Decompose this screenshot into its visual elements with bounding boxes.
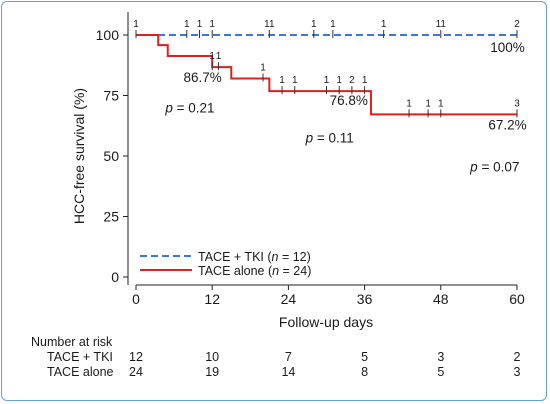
censor-count: 1	[438, 98, 444, 109]
survival-value: 76.8%	[330, 93, 368, 108]
censor-count: 1	[133, 19, 139, 30]
risk-count: 10	[205, 350, 220, 364]
y-tick-label: 0	[111, 269, 119, 285]
risk-count: 12	[129, 350, 143, 364]
survival-value: 100%	[490, 40, 525, 55]
censor-count: 1	[184, 19, 190, 30]
censor-count: 11	[436, 19, 447, 30]
p-symbol: p	[305, 131, 317, 146]
legend-label-2: TACE alone (n = 24)	[198, 264, 311, 278]
y-tick-label: 50	[103, 148, 119, 164]
censor-count: 1	[209, 51, 215, 62]
censor-count: 1	[279, 75, 285, 86]
legend: TACE + TKI (n = 12)TACE alone (n = 24)	[140, 250, 311, 278]
survival-value: 86.7%	[184, 70, 222, 85]
risk-count: 14	[281, 365, 296, 379]
legend-text-part: TACE + TKI (	[198, 250, 272, 264]
annotations: 100%86.7%76.8%67.2%p = 0.21p = 0.11p = 0…	[164, 40, 526, 175]
legend-text-part: TACE alone (	[198, 264, 273, 278]
series-line-2	[136, 34, 517, 116]
p-value: p = 0.11	[305, 131, 354, 146]
legend-label-1: TACE + TKI (n = 12)	[198, 250, 311, 264]
y-tick-label: 25	[103, 209, 119, 225]
censor-count: 1	[311, 19, 317, 30]
risk-count: 3	[437, 350, 445, 364]
x-tick-label: 0	[132, 291, 140, 307]
censor-count: 1	[324, 75, 330, 86]
censor-count: 11	[264, 19, 275, 30]
y-tick-label: 75	[103, 88, 119, 104]
p-symbol: p	[164, 100, 176, 115]
risk-row-label: TACE + TKI	[47, 350, 113, 364]
censor-count: 3	[514, 98, 520, 109]
y-axis-label: HCC-free survival (%)	[71, 88, 87, 224]
risk-count: 24	[129, 365, 143, 379]
censor-count: 1	[362, 75, 368, 86]
risk-table-title: Number at risk	[31, 335, 113, 349]
legend-text-part: n	[272, 250, 279, 264]
y-tick-label: 100	[96, 27, 120, 43]
x-tick-label: 48	[433, 291, 449, 307]
survival-value: 67.2%	[488, 117, 526, 132]
censor-count: 1	[197, 19, 203, 30]
p-value: p = 0.07	[469, 160, 519, 175]
risk-count: 8	[361, 365, 369, 379]
censor-marks: 1 1 1 1 11 1 1 1 11 21 111 1 1 1 2 11 1 1 3	[133, 19, 520, 118]
x-tick-label: 60	[509, 291, 525, 307]
censor-count: 1	[209, 19, 215, 30]
censor-count: 1	[330, 19, 336, 30]
p-value-text: = 0.11	[317, 131, 354, 146]
x-tick-label: 36	[357, 291, 373, 307]
censor-count: 1	[425, 98, 431, 109]
p-symbol: p	[469, 160, 481, 175]
x-axis-label: Follow-up days	[279, 314, 373, 330]
censor-count: 1	[216, 51, 222, 62]
legend-text-part: n	[272, 264, 279, 278]
risk-count: 2	[513, 350, 521, 364]
censor-count: 1	[260, 63, 266, 74]
risk-count: 3	[513, 365, 521, 379]
legend-text-part: = 24)	[279, 264, 311, 278]
risk-count: 19	[205, 365, 220, 379]
risk-row-label: TACE alone	[47, 365, 114, 379]
censor-count: 1	[381, 19, 387, 30]
p-value-text: = 0.07	[481, 160, 519, 175]
censor-count: 2	[349, 75, 355, 86]
censor-count: 1	[336, 75, 342, 86]
risk-count: 5	[361, 350, 369, 364]
censor-count: 1	[406, 98, 412, 109]
p-value-text: = 0.21	[177, 100, 215, 115]
censor-count: 2	[514, 19, 520, 30]
legend-text-part: = 12)	[278, 250, 310, 264]
censor-count: 1	[292, 75, 298, 86]
risk-count: 5	[437, 365, 445, 379]
risk-count: 7	[284, 350, 292, 364]
survival-curves	[136, 34, 517, 116]
p-value: p = 0.21	[164, 100, 214, 115]
x-tick-label: 24	[281, 291, 297, 307]
x-tick-label: 12	[204, 291, 220, 307]
